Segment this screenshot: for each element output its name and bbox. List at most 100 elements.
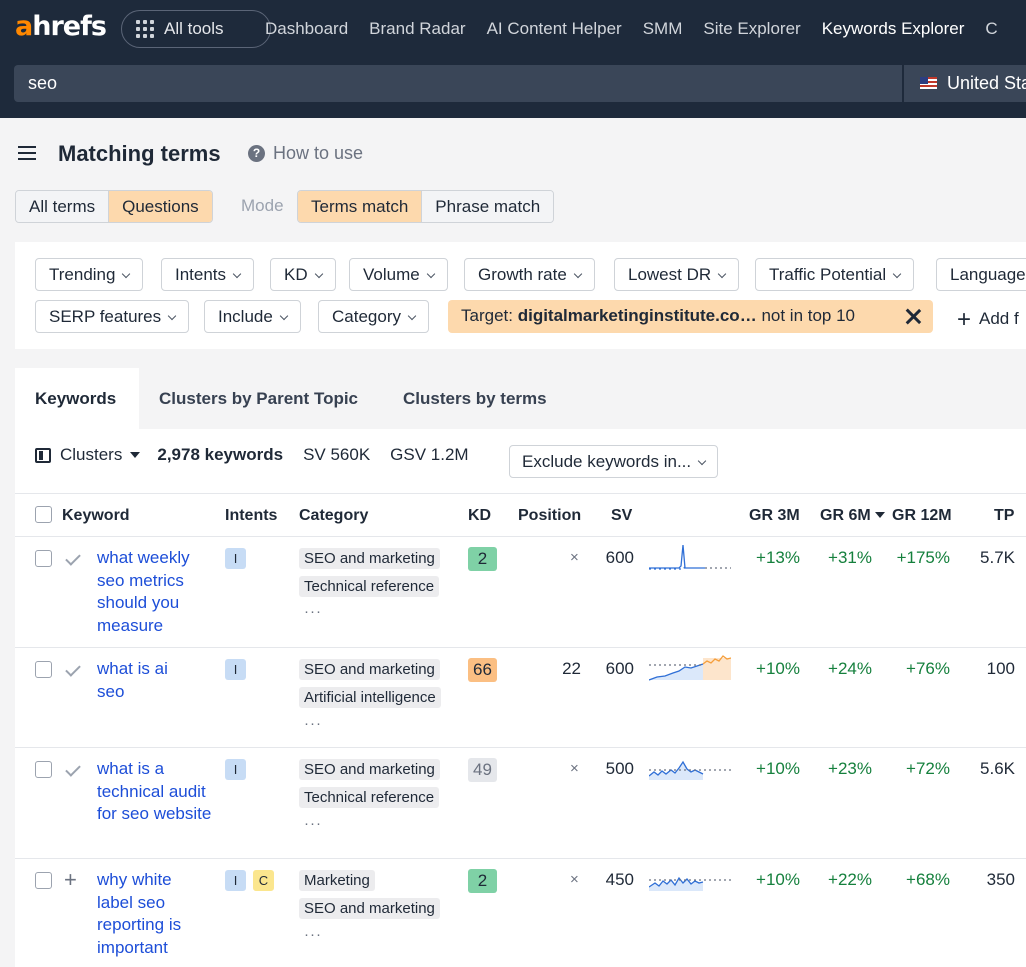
col-kd[interactable]: KD [468,507,492,524]
more-categories[interactable]: ··· [304,603,322,620]
sv-value: 600 [605,548,634,567]
filter-kd[interactable]: KD [270,258,336,291]
filter-traffic-potential[interactable]: Traffic Potential [755,258,915,291]
terms-toggle: All terms Questions [15,190,213,223]
tp-value: 5.6K [980,759,1015,778]
chevron-down-icon [122,269,131,279]
keyword-search-input[interactable]: seo [14,65,902,102]
col-keyword[interactable]: Keyword [62,507,130,524]
filter-growth-rate[interactable]: Growth rate [464,258,595,291]
total-sv: SV 560K [303,445,371,464]
all-tools-button[interactable]: All tools [121,10,271,48]
filter-lowest-dr[interactable]: Lowest DR [614,258,740,291]
col-gr-12m[interactable]: GR 12M [892,507,952,524]
filter-intents[interactable]: Intents [161,258,255,291]
nav-link-site-explorer[interactable]: Site Explorer [703,19,801,38]
phrase-match-toggle[interactable]: Phrase match [422,191,554,222]
keyword-link[interactable]: why white label seo reporting is importa… [97,870,182,957]
position-value: 22 [562,659,581,678]
chevron-down-icon [892,269,902,279]
results-toolbar: Clusters 2,978 keywords SV 560K GSV 1.2M [35,445,469,465]
filter-include[interactable]: Include [204,300,301,333]
country-selector[interactable]: United Sta [904,65,1026,102]
gr-6m-value: +31% [828,548,872,567]
caret-down-icon[interactable] [130,452,141,458]
trend-sparkline [649,760,731,780]
col-sv[interactable]: SV [611,507,633,524]
tab-clusters-by-parent-topic[interactable]: Clusters by Parent Topic [159,389,359,408]
tp-value: 100 [986,659,1015,678]
nav-link-smm[interactable]: SMM [642,19,683,38]
category-tag[interactable]: SEO and marketing [299,659,440,680]
filter-language[interactable]: Language [936,258,1026,291]
intent-badge: I [225,548,246,569]
question-icon: ? [248,145,265,162]
col-tp[interactable]: TP [994,507,1015,524]
select-all-checkbox[interactable] [35,506,52,523]
category-tag[interactable]: Technical reference [299,787,440,808]
us-flag-icon [920,77,937,89]
intent-badge: I [225,659,246,680]
col-intents[interactable]: Intents [225,507,278,524]
chevron-down-icon [167,311,177,321]
results-panel: Keywords Clusters by Parent Topic Cluste… [15,368,1026,967]
remove-filter-close-icon[interactable] [905,308,921,324]
category-tag[interactable]: Marketing [299,870,375,891]
col-gr-3m[interactable]: GR 3M [749,507,800,524]
terms-match-toggle[interactable]: Terms match [298,191,423,222]
how-to-use-link[interactable]: ? How to use [248,143,363,164]
row-checkbox[interactable] [35,661,52,678]
keyword-link[interactable]: what is a technical audit for seo websit… [97,759,212,823]
more-categories[interactable]: ··· [304,926,322,943]
questions-toggle[interactable]: Questions [109,191,212,222]
col-position[interactable]: Position [518,507,582,524]
more-categories[interactable]: ··· [304,715,322,732]
sv-value: 450 [605,870,634,889]
category-tag[interactable]: SEO and marketing [299,898,440,919]
nav-link-brand-radar[interactable]: Brand Radar [369,19,466,38]
tab-clusters-by-terms[interactable]: Clusters by terms [403,389,547,408]
filter-category[interactable]: Category [318,300,429,333]
filter-serp-features[interactable]: SERP features [35,300,190,333]
category-tag[interactable]: Technical reference [299,576,440,597]
category-tag[interactable]: Artificial intelligence [299,687,441,708]
gr-12m-value: +175% [896,548,950,567]
nav-link-ai-content-helper[interactable]: AI Content Helper [486,19,622,38]
col-category[interactable]: Category [299,507,369,524]
exclude-keywords-dropdown[interactable]: Exclude keywords in... [509,445,719,478]
nav-link-dashboard[interactable]: Dashboard [265,19,349,38]
gr-3m-value: +10% [756,659,800,678]
col-gr-6m[interactable]: GR 6M [820,507,885,525]
chevron-down-icon [717,269,727,279]
category-tag[interactable]: SEO and marketing [299,548,440,569]
tab-keywords[interactable]: Keywords [15,368,139,429]
all-terms-toggle[interactable]: All terms [16,191,110,222]
keyword-link[interactable]: what is ai seo [97,659,168,701]
add-plus-icon[interactable]: + [64,867,77,892]
filter-trending[interactable]: Trending [35,258,144,291]
chevron-down-icon [426,269,435,279]
nav-link-more[interactable]: C [985,19,998,38]
gr-3m-value: +10% [756,759,800,778]
gr-3m-value: +13% [756,548,800,567]
filter-volume[interactable]: Volume [349,258,448,291]
row-checkbox[interactable] [35,872,52,889]
page-title: Matching terms [58,141,221,166]
target-filter-chip[interactable]: Target: digitalmarketinginstitute.co… no… [448,300,933,333]
nav-links: Dashboard Brand Radar AI Content Helper … [265,19,998,39]
menu-icon[interactable] [18,146,36,160]
row-checkbox[interactable] [35,550,52,567]
gr-6m-value: +23% [828,759,872,778]
ahrefs-logo[interactable]: ahrefs [15,11,107,42]
check-icon [65,761,81,777]
kd-badge: 2 [468,869,497,893]
keyword-link[interactable]: what weekly seo metrics should you measu… [97,548,190,635]
category-tag[interactable]: SEO and marketing [299,759,440,780]
gr-6m-value: +22% [828,870,872,889]
chevron-down-icon [279,311,289,321]
row-checkbox[interactable] [35,761,52,778]
clusters-dropdown[interactable]: Clusters [60,445,123,464]
add-filter-button[interactable]: + Add f [957,306,1019,333]
nav-link-keywords-explorer[interactable]: Keywords Explorer [821,19,965,38]
more-categories[interactable]: ··· [304,815,322,832]
